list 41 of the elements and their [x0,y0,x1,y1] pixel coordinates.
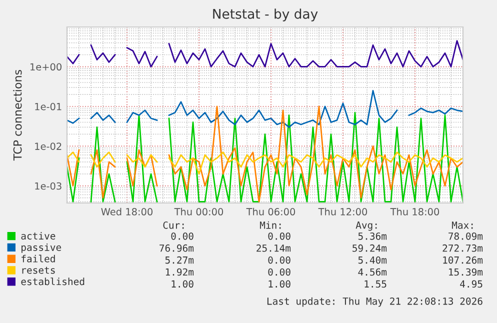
text: 1.00 [172,280,194,288]
legend-label: resets [22,266,55,274]
y-axis-title: TCP connections [13,70,22,161]
text: 1.55 [364,280,386,288]
text: 5.27m [165,256,194,264]
legend-label: active [21,232,56,240]
legend-label: failed [22,254,55,262]
text: 25.14m [256,244,291,252]
text: 4.95 [460,280,482,288]
y-tick-label: 1e-03 [35,182,62,190]
y-tick-label: 1e-02 [35,142,62,150]
text: 0.00 [171,232,194,240]
text: 15.39m [449,268,483,276]
legend-label: passive [22,243,62,253]
x-tick-label: Wed 18:00 [101,208,153,216]
text: 4.56m [358,268,387,276]
text: 78.09m [448,232,483,240]
x-tick-label: Thu 06:00 [246,208,296,216]
text: 1.00 [268,280,290,288]
text: 0.00 [268,268,290,276]
text: 0.00 [268,232,290,240]
y-tick-label: 1e-01 [35,102,62,110]
text: 59.24m [352,244,387,252]
text: 0.00 [268,256,290,264]
text: 107.26m [443,256,483,264]
x-tick-label: Thu 00:00 [174,208,224,216]
text: 1.92m [166,268,194,276]
text: 5.36m [358,232,387,240]
chart-title: Netstat - by day [213,8,318,22]
x-tick-label: Thu 18:00 [390,208,440,216]
text: 76.96m [160,244,194,252]
legend-label: established [21,278,84,286]
text: Min: [260,221,281,229]
text: Max: [452,222,473,229]
text: Avg: [356,222,377,231]
text: Last update: Thu May 21 22:08:13 2026 [267,297,482,307]
x-tick-label: Thu 12:00 [318,208,368,216]
text: 5.40m [358,256,387,264]
y-tick-label: 1e+00 [30,63,62,71]
text: 272.73m [442,244,483,252]
text: Cur: [163,221,184,229]
